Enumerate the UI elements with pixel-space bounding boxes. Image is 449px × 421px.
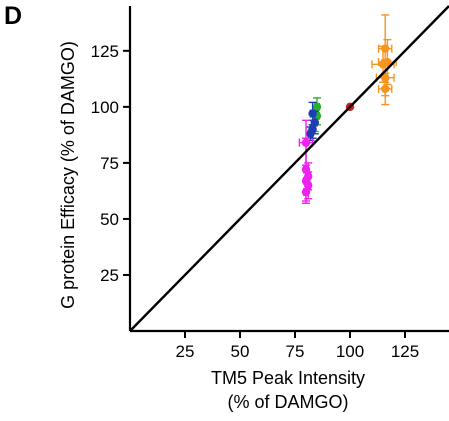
x-tick-label: 25 <box>176 342 195 361</box>
y-ticks: 25 50 75 100 125 <box>91 42 130 285</box>
x-tick-label: 75 <box>286 342 305 361</box>
x-tick-label: 125 <box>391 342 419 361</box>
data-marker <box>378 60 388 69</box>
x-ticks: 25 50 75 100 125 <box>176 331 419 361</box>
y-tick-label: 125 <box>91 42 119 61</box>
data-marks <box>298 14 397 204</box>
x-tick-label: 100 <box>336 342 364 361</box>
y-tick-label: 100 <box>91 98 119 117</box>
y-tick-label: 50 <box>100 210 119 229</box>
panel-label: D <box>4 2 23 30</box>
y-tick-label: 75 <box>100 154 119 173</box>
y-axis-title: G protein Efficacy (% of DAMGO) <box>58 41 78 309</box>
y-tick-label: 25 <box>100 266 119 285</box>
data-marker <box>301 187 311 197</box>
x-tick-label: 50 <box>231 342 250 361</box>
x-axis-title-line-2: (% of DAMGO) <box>227 392 348 412</box>
data-marker <box>306 129 315 138</box>
identity-line <box>129 5 449 332</box>
data-marker <box>381 84 390 94</box>
axes <box>128 6 449 333</box>
data-point <box>301 180 311 204</box>
x-axis-title-line-1: TM5 Peak Intensity <box>211 368 365 388</box>
